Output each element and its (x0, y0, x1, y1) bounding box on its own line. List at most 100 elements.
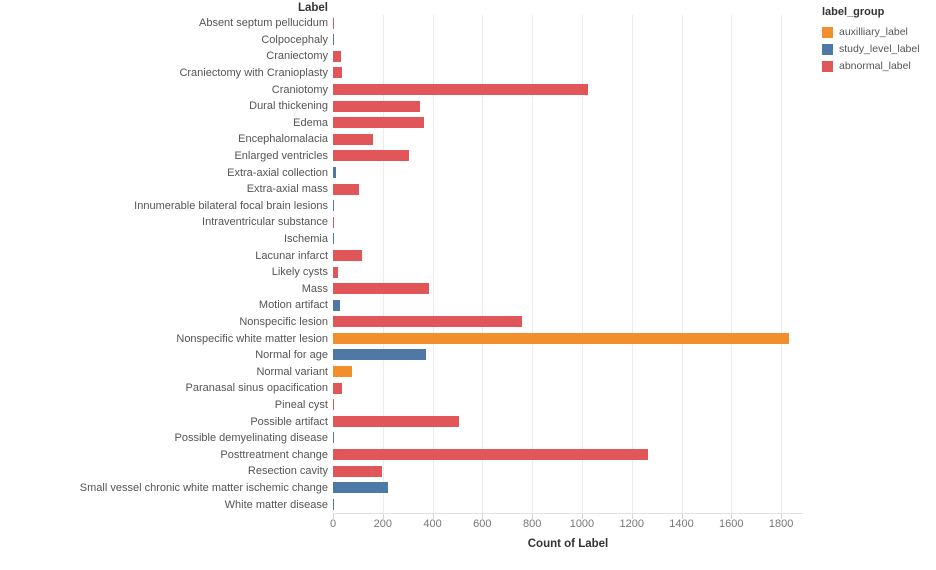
row-label: Extra-axial collection (227, 166, 328, 179)
bar[interactable] (333, 498, 334, 510)
table-row: Nonspecific lesion (0, 314, 936, 331)
axis-tick (333, 514, 334, 519)
bar[interactable] (333, 50, 341, 62)
bar-track (333, 314, 803, 331)
bar[interactable] (333, 150, 409, 162)
bar[interactable] (333, 117, 425, 129)
x-tick-label: 1600 (719, 518, 744, 530)
row-label: Dural thickening (249, 100, 328, 113)
bar[interactable] (333, 316, 523, 328)
row-label: White matter disease (224, 498, 328, 511)
bar[interactable] (333, 482, 389, 494)
bar-track (333, 397, 803, 414)
row-label: Absent septum pellucidum (198, 17, 328, 30)
axis-tick (432, 514, 434, 519)
row-label: Resection cavity (247, 465, 328, 478)
bar[interactable] (333, 266, 338, 278)
legend-item-auxilliary_label[interactable]: auxilliary_label (822, 24, 934, 40)
bar-track (333, 281, 803, 298)
table-row: Motion artifact (0, 297, 936, 314)
row-label: Normal for age (255, 349, 328, 362)
table-row: Dural thickening (0, 98, 936, 115)
bar-track (333, 463, 803, 480)
row-label: Posttreatment change (220, 448, 328, 461)
axis-tick (581, 514, 583, 519)
table-row: Craniectomy with Cranioplasty (0, 65, 936, 82)
bar[interactable] (333, 233, 334, 245)
bar[interactable] (333, 332, 789, 344)
bar[interactable] (333, 100, 421, 112)
bar-track (333, 214, 803, 231)
bar-track (333, 446, 803, 463)
bar-track (333, 430, 803, 447)
table-row: Normal for age (0, 347, 936, 364)
table-row: Innumerable bilateral focal brain lesion… (0, 198, 936, 215)
bar[interactable] (333, 449, 648, 461)
row-label: Enlarged ventricles (234, 150, 328, 163)
table-row: Likely cysts (0, 264, 936, 281)
x-tick-label: 600 (473, 518, 492, 530)
bar-track (333, 65, 803, 82)
table-row: Posttreatment change (0, 446, 936, 463)
bar-track (333, 264, 803, 281)
table-row: Extra-axial collection (0, 164, 936, 181)
legend-item-study_level_label[interactable]: study_level_label (822, 41, 934, 57)
bar[interactable] (333, 399, 334, 411)
bar[interactable] (333, 67, 343, 79)
bar-track (333, 32, 803, 49)
legend-item-abnormal_label[interactable]: abnormal_label (822, 58, 934, 74)
bar-track (333, 231, 803, 248)
axis-tick (631, 514, 633, 519)
bar-track (333, 115, 803, 132)
row-label: Mass (301, 282, 328, 295)
row-label: Paranasal sinus opacification (185, 382, 328, 395)
bar[interactable] (333, 166, 336, 178)
x-tick-label: 1200 (619, 518, 644, 530)
bar-track (333, 247, 803, 264)
bar-rows: Absent septum pellucidum Colpocephaly Cran… (0, 15, 936, 513)
legend-swatch-icon (822, 60, 833, 72)
bar-track (333, 164, 803, 181)
bar[interactable] (333, 349, 426, 361)
row-label: Likely cysts (271, 266, 328, 279)
chart-title: Label (297, 2, 328, 14)
row-label: Extra-axial mass (246, 183, 328, 196)
x-axis-ticks (333, 514, 803, 520)
bar[interactable] (333, 432, 334, 444)
row-label: Nonspecific white matter lesion (176, 332, 328, 345)
bar[interactable] (333, 133, 373, 145)
bar-track (333, 363, 803, 380)
bar[interactable] (333, 200, 334, 212)
bar[interactable] (333, 249, 362, 261)
axis-tick (532, 514, 534, 519)
bar[interactable] (333, 216, 334, 228)
legend-swatch-icon (822, 26, 833, 38)
bar[interactable] (333, 299, 341, 311)
bar[interactable] (333, 366, 352, 378)
bar[interactable] (333, 465, 383, 477)
bar-track (333, 131, 803, 148)
bar-track (333, 496, 803, 513)
table-row: Craniectomy (0, 48, 936, 65)
x-axis-labels: 0 200 400 600 800 1000 1200 1400 1600 1800 (329, 518, 803, 532)
legend-swatch-icon (822, 43, 833, 55)
bar[interactable] (333, 83, 589, 95)
table-row: Extra-axial mass (0, 181, 936, 198)
table-row: Ischemia (0, 231, 936, 248)
bar[interactable] (333, 283, 429, 295)
table-row: Lacunar infarct (0, 247, 936, 264)
bar[interactable] (333, 17, 334, 29)
row-label: Colpocephaly (261, 33, 328, 46)
bar-track (333, 297, 803, 314)
bar[interactable] (333, 183, 360, 195)
bar-track (333, 480, 803, 497)
x-tick-label: 0 (329, 518, 337, 530)
bar-track (333, 198, 803, 215)
axis-tick (482, 514, 484, 519)
bar[interactable] (333, 382, 343, 394)
row-label: Small vessel chronic white matter ischem… (79, 481, 328, 494)
bar-track (333, 81, 803, 98)
bar[interactable] (333, 34, 334, 46)
table-row: Craniotomy (0, 81, 936, 98)
bar[interactable] (333, 415, 460, 427)
